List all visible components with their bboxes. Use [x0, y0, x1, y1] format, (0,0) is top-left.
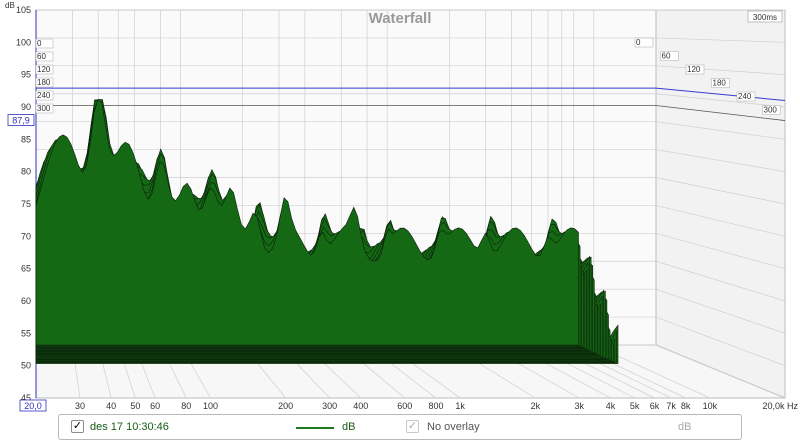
y-tick-label: 45	[21, 393, 31, 403]
grid-h-side-line	[655, 37, 786, 43]
y-tick-label: 95	[21, 70, 31, 80]
y-marker-box	[7, 114, 35, 126]
x-start-label: 20,0	[24, 401, 42, 411]
y-tick-label: 80	[21, 167, 31, 177]
measurement-line-swatch	[296, 427, 334, 429]
time-label-left: 60	[37, 52, 46, 61]
time-label-right: 60	[662, 52, 671, 61]
time-unit-label: 300ms	[753, 13, 777, 22]
chart-title: Waterfall	[369, 10, 432, 27]
time-label-right-box	[736, 91, 756, 102]
x-tick-label: 600	[397, 401, 412, 411]
y-tick-label: 65	[21, 264, 31, 274]
measurement-checkbox[interactable]: ✓	[71, 420, 84, 433]
y-tick-label: 60	[21, 296, 31, 306]
time-label-left: 180	[37, 78, 51, 87]
time-label-right-box	[711, 78, 730, 88]
grid-h-side-line	[655, 65, 786, 76]
x-end-label: 20,0k Hz	[762, 401, 798, 411]
marker-level-line	[36, 105, 786, 121]
grid-h-side-line	[655, 232, 786, 270]
grid-h-side-line	[655, 177, 786, 205]
x-tick-label: 30	[75, 401, 85, 411]
time-label-left-box	[35, 103, 54, 114]
time-label-right-box	[685, 64, 705, 75]
grid-h-side-line	[655, 344, 786, 399]
overlay-label: No overlay	[427, 421, 480, 433]
x-tick-label: 400	[353, 401, 368, 411]
grid-h-side-line	[655, 260, 786, 302]
x-tick-label: 200	[278, 401, 293, 411]
axis-labels: Waterfall dB 45 50 55 60 65 70 75 80 85 90 95 100 105 8…	[5, 1, 798, 412]
time-label-left: 300	[37, 104, 51, 113]
time-label-left-box	[35, 90, 54, 101]
time-label-right-box	[762, 105, 781, 115]
x-tick-label: 6k	[650, 401, 660, 411]
y-tick-label: 55	[21, 328, 31, 338]
x-tick-label: 8k	[681, 401, 691, 411]
time-label-right-box	[660, 51, 679, 61]
y-tick-label: 50	[21, 361, 31, 371]
y-axis-unit: dB	[5, 1, 15, 10]
waterfall-slice	[35, 98, 579, 346]
time-unit-box	[747, 10, 783, 23]
x-tick-label: 300	[322, 401, 337, 411]
x-start-box	[19, 399, 47, 412]
grid-h-side-line	[655, 288, 786, 334]
y-tick-label: 100	[16, 37, 31, 47]
overlay-unit: dB	[678, 421, 692, 433]
right-wall	[655, 9, 786, 399]
time-label-right: 300	[764, 106, 778, 115]
x-tick-label: 1k	[455, 401, 465, 411]
x-tick-label: 100	[203, 401, 218, 411]
measurement-label: des 17 10:30:46	[90, 421, 169, 433]
measurement-unit: dB	[342, 421, 356, 433]
grid-h-side-line	[655, 316, 786, 366]
grid-h-side-line	[655, 149, 786, 173]
x-tick-label: 800	[428, 401, 443, 411]
waterfall-slices	[35, 98, 619, 364]
waterfall-chart: Waterfall dB 45 50 55 60 65 70 75 80 85 90 95 100 105 8…	[5, 1, 798, 412]
time-label-right: 240	[738, 92, 752, 101]
x-tick-label: 2k	[531, 401, 541, 411]
time-label-right: 0	[636, 38, 641, 47]
time-label-left-box	[35, 64, 54, 75]
time-label-left-box	[35, 51, 54, 62]
x-tick-label: 7k	[666, 401, 676, 411]
x-tick-label: 60	[150, 401, 160, 411]
x-tick-label: 80	[181, 401, 191, 411]
y-tick-label: 75	[21, 199, 31, 209]
time-label-left: 240	[37, 91, 51, 100]
legend-bar: ✓ des 17 10:30:46 dB ✓ No overlay dB	[58, 414, 742, 440]
y-marker-label: 87,9	[12, 116, 30, 126]
x-tick-label: 5k	[630, 401, 640, 411]
x-tick-label: 40	[106, 401, 116, 411]
x-tick-label: 3k	[575, 401, 585, 411]
y-tick-label: 105	[16, 5, 31, 15]
time-label-left: 120	[37, 65, 51, 74]
time-label-left-box	[35, 77, 54, 88]
y-tick-label: 70	[21, 231, 31, 241]
overlay-checkbox[interactable]: ✓	[406, 420, 419, 433]
time-label-right: 180	[713, 79, 727, 88]
x-tick-label: 4k	[606, 401, 616, 411]
time-label-left-box	[35, 38, 54, 49]
x-tick-label: 50	[130, 401, 140, 411]
time-label-right-box	[634, 37, 654, 48]
y-tick-label: 85	[21, 134, 31, 144]
grid-h-side-line	[655, 205, 786, 237]
grid-h-side-line	[655, 93, 786, 108]
time-label-left: 0	[37, 39, 42, 48]
y-tick-label: 90	[21, 102, 31, 112]
x-tick-label: 10k	[703, 401, 718, 411]
grid-h-side-line	[655, 121, 786, 140]
time-label-right: 120	[687, 65, 701, 74]
